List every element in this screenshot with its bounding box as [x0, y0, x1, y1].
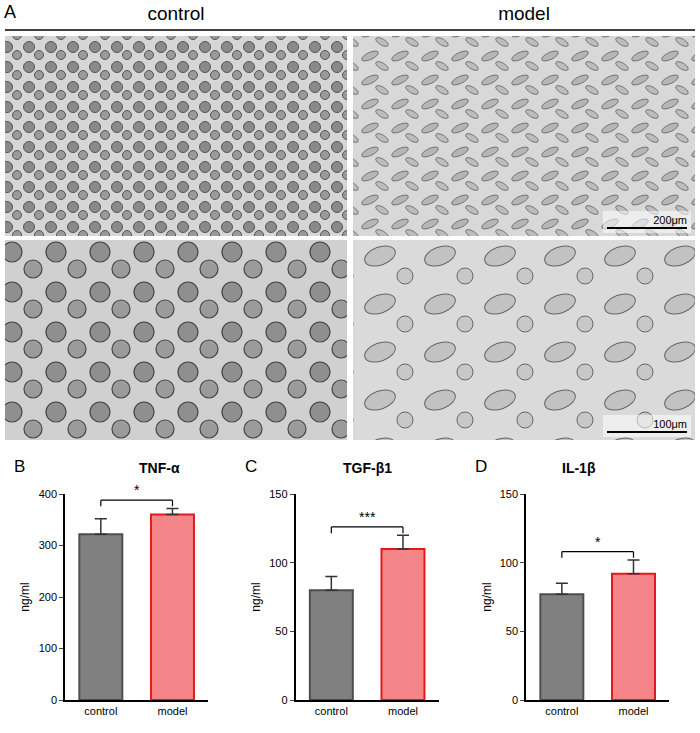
- svg-text:300: 300: [39, 539, 57, 551]
- svg-text:200: 200: [39, 591, 57, 603]
- svg-text:model: model: [619, 705, 649, 717]
- svg-text:150: 150: [269, 488, 287, 500]
- svg-text:model: model: [498, 3, 550, 24]
- svg-text:*: *: [595, 534, 601, 550]
- svg-text:***: ***: [359, 509, 376, 525]
- svg-text:model: model: [388, 705, 418, 717]
- svg-text:200μm: 200μm: [653, 214, 687, 226]
- svg-text:150: 150: [500, 488, 518, 500]
- svg-text:50: 50: [506, 625, 518, 637]
- svg-text:ng/ml: ng/ml: [480, 582, 494, 611]
- svg-text:control: control: [315, 705, 348, 717]
- svg-text:ng/ml: ng/ml: [18, 582, 32, 611]
- svg-text:50: 50: [275, 625, 287, 637]
- svg-text:control: control: [84, 705, 117, 717]
- svg-text:TGF-β1: TGF-β1: [343, 460, 392, 476]
- svg-text:100: 100: [39, 642, 57, 654]
- svg-text:model: model: [157, 705, 187, 717]
- svg-text:A: A: [4, 2, 16, 22]
- svg-text:400: 400: [39, 488, 57, 500]
- svg-text:100: 100: [269, 557, 287, 569]
- svg-text:0: 0: [281, 694, 287, 706]
- svg-text:IL-1β: IL-1β: [562, 460, 596, 476]
- svg-text:B: B: [14, 457, 25, 476]
- svg-text:0: 0: [51, 694, 57, 706]
- svg-text:0: 0: [512, 694, 518, 706]
- svg-text:100: 100: [500, 557, 518, 569]
- svg-text:ng/ml: ng/ml: [249, 582, 263, 611]
- svg-text:*: *: [134, 482, 140, 498]
- svg-text:C: C: [245, 457, 257, 476]
- svg-text:TNF-α: TNF-α: [139, 460, 180, 476]
- svg-text:100μm: 100μm: [653, 418, 687, 430]
- svg-text:control: control: [545, 705, 578, 717]
- svg-text:control: control: [147, 3, 204, 24]
- svg-text:D: D: [475, 457, 487, 476]
